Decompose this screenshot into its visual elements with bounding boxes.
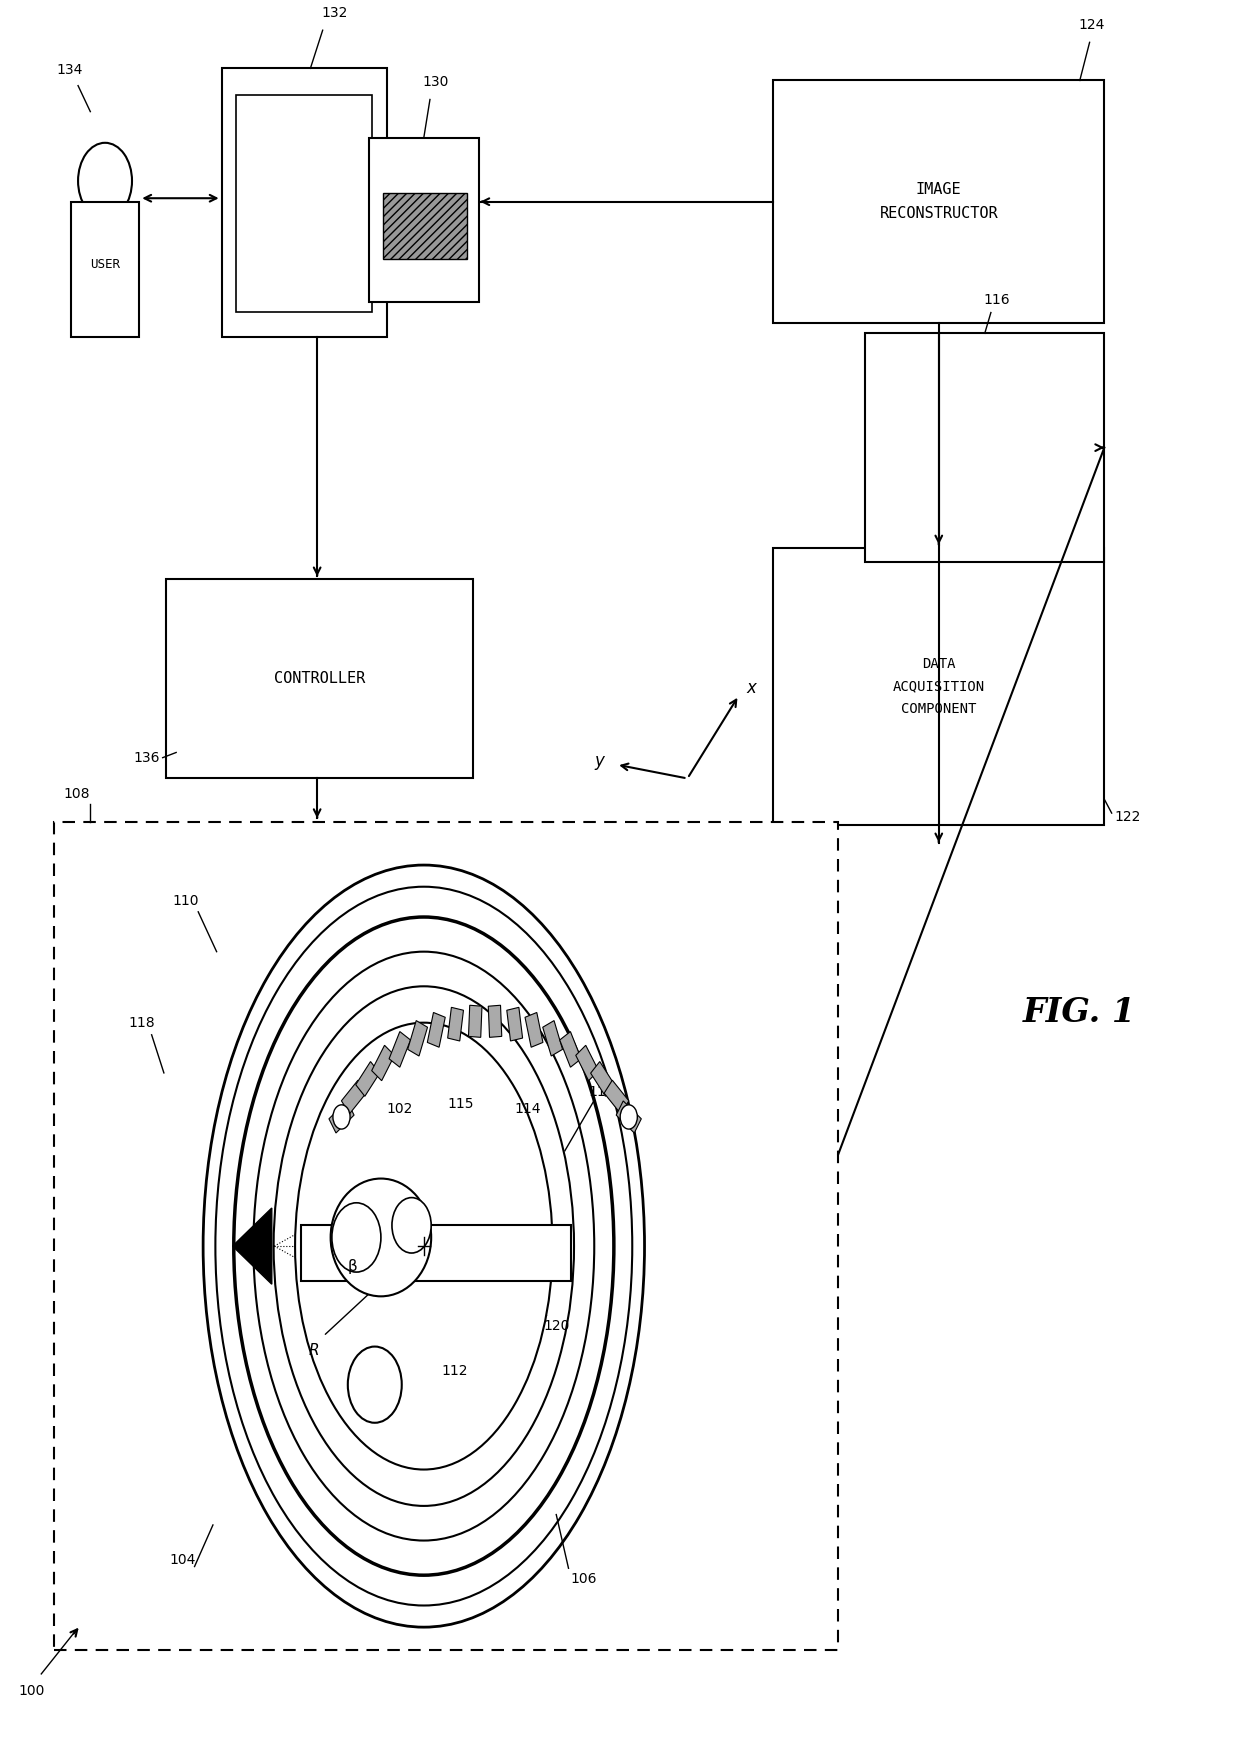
Text: USER: USER bbox=[91, 258, 120, 270]
Text: 106: 106 bbox=[570, 1572, 596, 1586]
FancyArrow shape bbox=[543, 1021, 563, 1057]
Text: 136: 136 bbox=[134, 751, 160, 764]
Circle shape bbox=[332, 1104, 350, 1129]
Bar bbox=[774, 81, 1105, 323]
Text: 124: 124 bbox=[1079, 18, 1105, 32]
Circle shape bbox=[392, 1198, 432, 1252]
Bar bbox=[368, 138, 479, 302]
Bar bbox=[301, 1226, 570, 1281]
Text: CONTROLLER: CONTROLLER bbox=[274, 672, 366, 686]
Ellipse shape bbox=[295, 1023, 553, 1469]
FancyArrow shape bbox=[489, 1005, 502, 1037]
Text: 116: 116 bbox=[983, 293, 1011, 307]
Text: 130: 130 bbox=[423, 76, 449, 90]
Text: IMAGE
RECONSTRUCTOR: IMAGE RECONSTRUCTOR bbox=[879, 182, 998, 222]
Text: 104: 104 bbox=[169, 1552, 196, 1566]
Bar bbox=[53, 822, 838, 1649]
Bar bbox=[166, 579, 472, 778]
Bar bbox=[866, 333, 1105, 563]
Bar bbox=[383, 192, 466, 259]
Bar bbox=[71, 201, 139, 337]
Text: 110: 110 bbox=[172, 894, 200, 908]
Text: 134: 134 bbox=[56, 64, 82, 78]
Text: FIG. 1: FIG. 1 bbox=[1023, 997, 1136, 1028]
Bar bbox=[774, 549, 1105, 826]
FancyArrow shape bbox=[341, 1080, 366, 1113]
Bar bbox=[222, 69, 387, 337]
Circle shape bbox=[78, 143, 131, 219]
FancyArrow shape bbox=[372, 1046, 394, 1081]
Text: y: y bbox=[594, 751, 604, 771]
Circle shape bbox=[620, 1104, 637, 1129]
Text: 102: 102 bbox=[386, 1102, 413, 1117]
FancyArrow shape bbox=[329, 1101, 355, 1132]
Text: 118: 118 bbox=[129, 1016, 155, 1030]
Ellipse shape bbox=[331, 1178, 432, 1297]
Text: DATA
ACQUISITION
COMPONENT: DATA ACQUISITION COMPONENT bbox=[893, 656, 985, 716]
FancyArrow shape bbox=[575, 1046, 599, 1081]
Text: 112: 112 bbox=[441, 1364, 467, 1378]
FancyArrow shape bbox=[389, 1032, 410, 1067]
FancyArrow shape bbox=[356, 1062, 379, 1095]
Text: 115: 115 bbox=[448, 1097, 474, 1111]
FancyArrow shape bbox=[507, 1007, 522, 1041]
Text: x: x bbox=[746, 679, 756, 697]
Circle shape bbox=[332, 1203, 381, 1272]
Text: 132: 132 bbox=[321, 5, 348, 19]
Circle shape bbox=[347, 1346, 402, 1424]
Text: 122: 122 bbox=[1114, 810, 1141, 824]
Text: 108: 108 bbox=[63, 787, 89, 801]
Bar bbox=[237, 95, 372, 312]
FancyArrow shape bbox=[604, 1080, 629, 1113]
FancyArrow shape bbox=[428, 1013, 445, 1048]
Text: 117: 117 bbox=[588, 1085, 615, 1099]
Text: R: R bbox=[309, 1342, 319, 1358]
FancyArrow shape bbox=[559, 1032, 582, 1067]
FancyArrow shape bbox=[525, 1013, 543, 1048]
FancyArrow shape bbox=[448, 1007, 464, 1041]
FancyArrow shape bbox=[469, 1005, 482, 1037]
Text: 114: 114 bbox=[515, 1102, 542, 1117]
Polygon shape bbox=[233, 1208, 272, 1284]
FancyArrow shape bbox=[408, 1021, 428, 1057]
Text: 100: 100 bbox=[19, 1685, 45, 1699]
FancyArrow shape bbox=[590, 1062, 615, 1095]
Text: β: β bbox=[348, 1259, 357, 1274]
Text: 120: 120 bbox=[543, 1319, 569, 1334]
FancyArrow shape bbox=[616, 1101, 641, 1132]
